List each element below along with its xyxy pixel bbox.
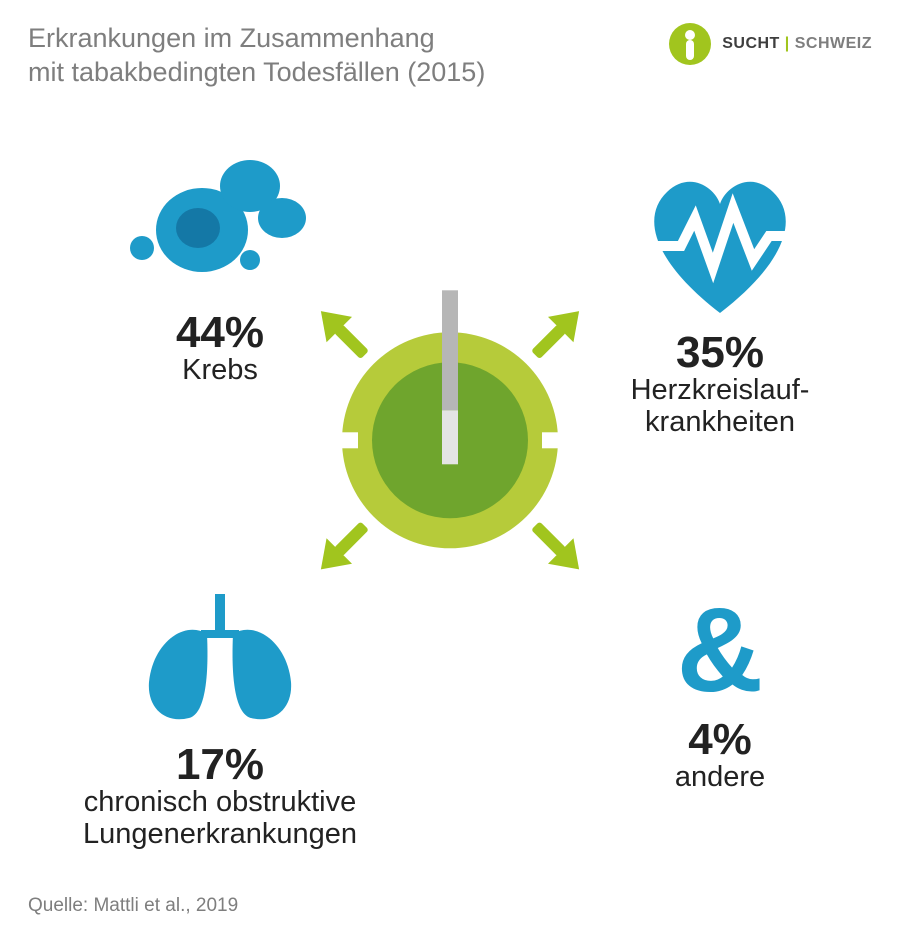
source-text: Quelle: Mattli et al., 2019 xyxy=(28,895,238,917)
lunge-label: chronisch obstruktive Lungenerkrankungen xyxy=(40,787,400,851)
title-line2: mit tabakbedingten Todesfällen (2015) xyxy=(28,57,485,87)
krebs-pct: 44% xyxy=(80,311,360,355)
logo-icon xyxy=(668,22,712,66)
lungs-icon xyxy=(40,590,400,735)
herz-label-line1: Herzkreislauf- xyxy=(631,374,810,406)
category-krebs: 44% Krebs xyxy=(80,148,360,387)
title-line1: Erkrankungen im Zusammenhang xyxy=(28,23,435,53)
lunge-pct: 17% xyxy=(40,743,400,787)
herz-label: Herzkreislauf- krankheiten xyxy=(580,375,860,439)
ampersand-symbol: & xyxy=(677,583,764,717)
ampersand-icon: & xyxy=(620,590,820,710)
logo-word1: SUCHT xyxy=(722,35,780,52)
page-title: Erkrankungen im Zusammenhang mit tabakbe… xyxy=(28,22,485,90)
herz-label-line2: krankheiten xyxy=(645,406,795,438)
logo-text: SUCHT | SCHWEIZ xyxy=(722,35,872,53)
logo: SUCHT | SCHWEIZ xyxy=(668,22,872,66)
lunge-label-line2: Lungenerkrankungen xyxy=(83,818,357,850)
header: Erkrankungen im Zusammenhang mit tabakbe… xyxy=(28,22,872,90)
logo-word2: SCHWEIZ xyxy=(795,35,872,52)
category-herz: 35% Herzkreislauf- krankheiten xyxy=(580,168,860,439)
logo-pipe: | xyxy=(785,35,790,52)
andere-pct: 4% xyxy=(620,718,820,762)
herz-pct: 35% xyxy=(580,331,860,375)
lunge-label-line1: chronisch obstruktive xyxy=(84,786,356,818)
andere-label: andere xyxy=(620,762,820,794)
heart-icon xyxy=(580,168,860,323)
category-andere: & 4% andere xyxy=(620,590,820,794)
category-lunge: 17% chronisch obstruktive Lungenerkranku… xyxy=(40,590,400,851)
cancer-cells-icon xyxy=(80,148,360,303)
krebs-label: Krebs xyxy=(80,355,360,387)
